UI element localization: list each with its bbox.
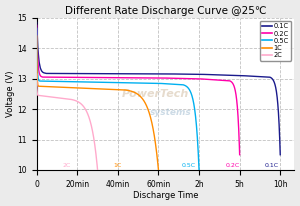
Text: systems: systems (150, 108, 192, 117)
Text: PowerTech: PowerTech (122, 89, 189, 99)
Text: 0.5C: 0.5C (182, 163, 196, 167)
Text: 0.1C: 0.1C (265, 163, 279, 167)
Text: 0.2C: 0.2C (226, 163, 240, 167)
Text: 1C: 1C (114, 163, 122, 167)
Text: 2C: 2C (63, 163, 71, 167)
Y-axis label: Voltage (V): Voltage (V) (6, 71, 15, 117)
X-axis label: Discharge Time: Discharge Time (133, 191, 198, 200)
Title: Different Rate Discharge Curve @25℃: Different Rate Discharge Curve @25℃ (65, 6, 266, 16)
Legend: 0.1C, 0.2C, 0.5C, 1C, 2C: 0.1C, 0.2C, 0.5C, 1C, 2C (260, 21, 291, 61)
